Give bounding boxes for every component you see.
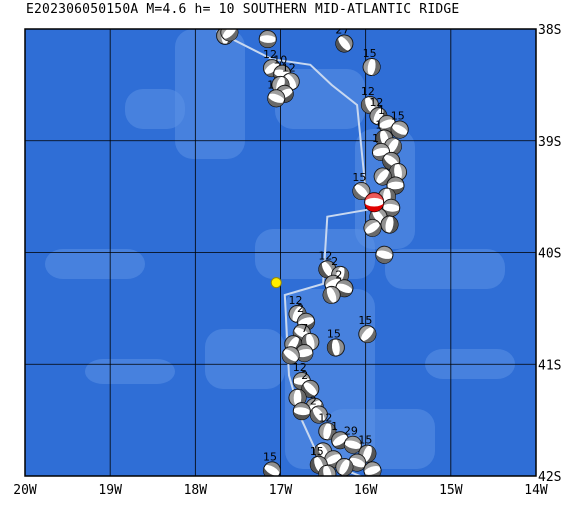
event-beachball (309, 405, 328, 424)
event-label: 12 (318, 249, 332, 262)
event-label: 15 (310, 445, 324, 458)
event-beachball (288, 388, 307, 407)
main-event-beachball (364, 192, 385, 213)
event-beachball (322, 285, 341, 304)
latitude-tick-label: 38S (538, 23, 561, 38)
event-beachball (390, 120, 409, 139)
latitude-tick-label: 41S (538, 358, 561, 373)
event-label: 15 (263, 450, 277, 463)
event-label: 15 (363, 47, 377, 60)
event-beachball (295, 344, 314, 363)
event-label: 12 (318, 411, 332, 424)
bathymetry-shading (45, 29, 515, 469)
event-beachball (389, 163, 408, 182)
latitude-tick-label: 39S (538, 135, 561, 150)
longitude-tick-label: 20W (13, 483, 37, 498)
lat-lon-grid (25, 29, 536, 476)
event-label: 2 (297, 302, 304, 315)
event-label: 2 (301, 369, 308, 382)
event-label: 15 (327, 327, 341, 340)
shading-band (45, 249, 145, 279)
event-label: 12 (361, 85, 375, 98)
event-beachball (281, 346, 300, 365)
event-beachball (363, 461, 382, 476)
event-label: 12 (263, 48, 277, 61)
event-label: 15 (358, 314, 372, 327)
longitude-tick-label: 19W (98, 483, 122, 498)
event-beachball (380, 215, 399, 234)
event-label: 12 (282, 62, 296, 75)
longitude-tick-label: 18W (184, 483, 208, 498)
event-beachball (343, 435, 362, 454)
event-label: 1 (267, 78, 274, 91)
shading-band (85, 359, 175, 384)
event-label: 1 (372, 132, 379, 145)
event-label: 29 (344, 425, 358, 438)
event-label: 7 (301, 322, 308, 335)
longitude-tick-label: 14W (524, 483, 548, 498)
event-label: 17 (259, 19, 273, 32)
latitude-tick-label: 42S (538, 470, 561, 485)
event-label: 2 (331, 255, 338, 268)
event-beachball (375, 245, 394, 264)
longitude-tick-label: 17W (269, 483, 293, 498)
latitude-tick-label: 40S (538, 247, 561, 262)
event-beachball (363, 218, 382, 237)
longitude-tick-label: 16W (354, 483, 378, 498)
event-beachball (326, 338, 345, 357)
map-title: E202306050150A M=4.6 h= 10 SOUTHERN MID-… (26, 2, 460, 17)
plate-boundary-line (216, 30, 381, 476)
longitude-labels: 20W 19W 18W 17W 16W 15W 14W (13, 483, 548, 498)
event-label: 2 (310, 395, 317, 408)
shading-band (255, 229, 375, 279)
event-label: 2 (335, 268, 342, 281)
event-label: 1 (331, 420, 338, 433)
event-label: 15 (358, 434, 372, 447)
event-label: 15 (391, 110, 405, 123)
latitude-labels: 38S 39S 40S 41S 42S (538, 23, 561, 485)
event-label: 12 (289, 294, 303, 307)
event-beachball (382, 198, 401, 217)
event-beachball (335, 34, 354, 53)
event-beachball (220, 29, 239, 42)
epicenter-marker (270, 277, 282, 289)
map-frame (24, 28, 537, 477)
shading-band (175, 29, 245, 159)
event-label: 15 (352, 171, 366, 184)
shading-band (125, 89, 185, 129)
shading-band (385, 249, 505, 289)
event-beachball (258, 30, 277, 49)
longitude-tick-label: 15W (439, 483, 463, 498)
event-label: 12 (293, 361, 307, 374)
event-label: 1 (375, 119, 382, 132)
event-beachball (358, 325, 377, 344)
event-beachball (362, 57, 381, 76)
shading-band (205, 329, 285, 389)
event-beachball (335, 458, 354, 476)
event-label: 10 (273, 54, 287, 67)
event-beachball (267, 89, 286, 108)
event-label: 27 (335, 24, 349, 37)
event-label: 12 (369, 96, 383, 109)
event-label: 1 (378, 104, 385, 117)
shading-band (325, 409, 435, 469)
